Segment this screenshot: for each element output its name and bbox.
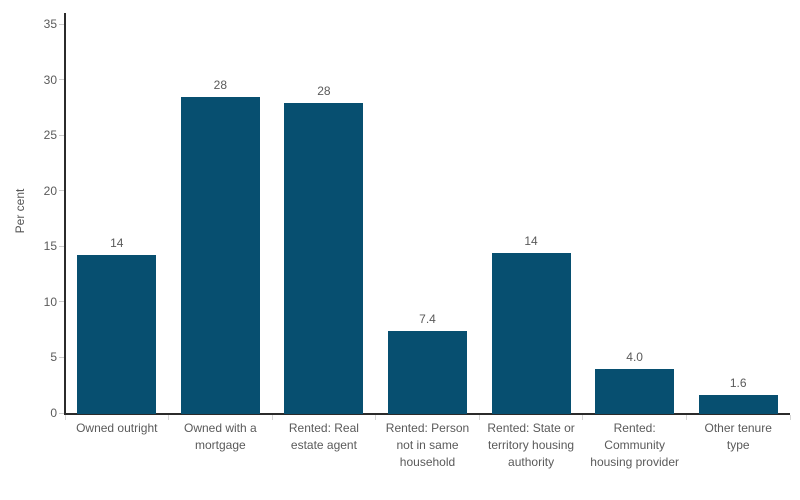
bar-value-label: 28 [213, 78, 228, 93]
x-category-label: Rented: Real estate agent [288, 421, 359, 452]
y-tick-label: 5 [50, 350, 57, 365]
y-tick-mark [59, 79, 65, 81]
y-tick-label: 25 [43, 128, 57, 143]
x-category-label: Rented: Person not in same household [385, 421, 470, 469]
y-tick-label: 15 [43, 239, 57, 254]
x-category-label: Owned with a mortgage [183, 421, 257, 452]
bar [180, 97, 260, 414]
y-tick-mark [59, 134, 65, 136]
x-tick-mark [582, 415, 584, 420]
y-axis-line [64, 13, 66, 415]
y-tick-mark [59, 245, 65, 247]
y-tick-label: 35 [43, 17, 57, 31]
x-axis-line [64, 413, 790, 415]
x-tick-mark [685, 415, 687, 420]
x-tick-mark [271, 415, 273, 420]
bar [77, 255, 157, 414]
bar-value-label: 14 [110, 236, 124, 251]
bar-value-label: 14 [524, 233, 538, 248]
x-category-label: Rented: Community housing provider [590, 421, 679, 469]
y-tick-label: 0 [50, 406, 57, 420]
y-tick-mark [59, 190, 65, 192]
y-tick-label: 10 [43, 294, 57, 309]
x-tick-mark [64, 415, 66, 420]
x-tick-mark [789, 415, 791, 420]
bar-value-label: 4.0 [626, 349, 643, 364]
bar-value-label: 28 [317, 83, 331, 98]
y-tick-mark [59, 301, 65, 303]
y-tick-label: 30 [43, 72, 57, 87]
y-tick-label: 20 [43, 183, 57, 198]
x-category-label: Rented: State or territory housing autho… [487, 421, 575, 469]
x-tick-mark [168, 415, 170, 420]
y-axis-title: Per cent [13, 188, 27, 234]
bar [491, 252, 571, 414]
bar [595, 368, 675, 414]
y-tick-mark [59, 356, 65, 358]
x-tick-mark [478, 415, 480, 420]
y-tick-mark [59, 412, 65, 414]
x-category-label: Owned outright [76, 421, 158, 435]
y-tick-mark [59, 23, 65, 25]
bar [698, 395, 778, 414]
bar-value-label: 7.4 [419, 311, 436, 326]
x-tick-mark [375, 415, 377, 420]
bar [388, 330, 467, 414]
x-category-label: Other tenure type [704, 421, 772, 452]
bar [284, 102, 364, 414]
bar-value-label: 1.6 [729, 376, 747, 391]
